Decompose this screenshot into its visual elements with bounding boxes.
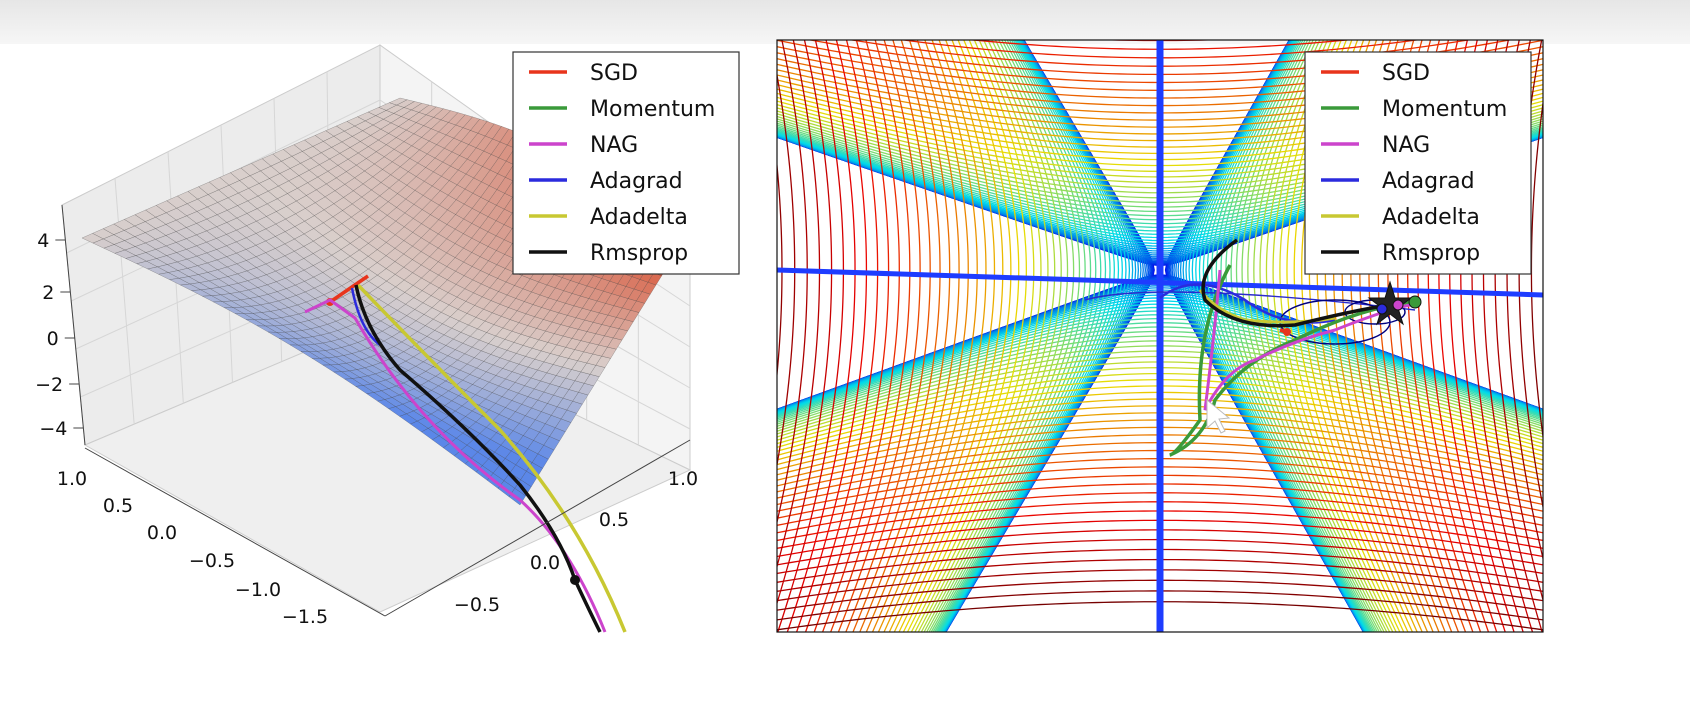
legend: SGD Momentum NAG Adagrad Adadelta Rmsprop [1304, 51, 1532, 275]
z-tick-label: 4 [37, 230, 49, 252]
rmsprop-point [570, 575, 580, 585]
z-axis: 4 2 0 −2 −4 [35, 204, 86, 446]
x-tick-label: 1.0 [57, 468, 87, 490]
y-tick-label: −0.5 [454, 594, 500, 616]
contour-plot: SGD Momentum NAG Adagrad Adadelta Rmsprop [776, 39, 1544, 633]
sgd-point [1283, 328, 1291, 336]
trajectories [1159, 238, 1422, 457]
legend-label-adadelta: Adadelta [590, 205, 688, 230]
nag-endpoint [1392, 299, 1404, 311]
legend-label-rmsprop: Rmsprop [590, 241, 688, 266]
legend-label-nag: NAG [590, 133, 638, 158]
trajectories [304, 274, 627, 633]
y-tick-label: 0.5 [599, 509, 629, 531]
legend-label-adagrad: Adagrad [1382, 169, 1475, 194]
legend-label-momentum: Momentum [1382, 97, 1507, 122]
cursor-icon [1206, 398, 1231, 434]
adagrad-endpoint [1376, 303, 1388, 315]
x-tick-label: −1.0 [235, 579, 281, 601]
nag-path [1203, 269, 1411, 411]
z-tick-label: −2 [35, 374, 63, 396]
z-tick-label: 2 [42, 282, 54, 304]
legend-label-adadelta: Adadelta [1382, 205, 1480, 230]
y-tick-label: 0.0 [530, 552, 560, 574]
adadelta-path [356, 283, 627, 633]
x-tick-label: 0.5 [103, 495, 133, 517]
x-tick-label: −1.5 [282, 606, 328, 628]
rmsprop-path [1201, 238, 1391, 328]
sgd-path [329, 274, 369, 304]
nag-path [304, 298, 607, 633]
minimum-star [1367, 280, 1413, 326]
x-tick-label: −0.5 [189, 550, 235, 572]
momentum-endpoint [1408, 295, 1422, 309]
legend: SGD Momentum NAG Adagrad Adadelta Rmsprop [512, 51, 740, 275]
surface-plot: 420−2−4 1.00.50.0−0.5−1.0−1.5 1.00.50.0−… [35, 44, 740, 633]
momentum-path [1169, 264, 1411, 457]
plot-frame [776, 39, 1544, 633]
x-tick-label: 0.0 [147, 522, 177, 544]
y-tick-label: 1.0 [668, 468, 698, 490]
z-tick-label: −4 [39, 418, 67, 440]
legend-label-momentum: Momentum [590, 97, 715, 122]
legend-label-rmsprop: Rmsprop [1382, 241, 1480, 266]
rmsprop-path [354, 284, 602, 633]
legend-label-sgd: SGD [1382, 61, 1430, 86]
legend-label-adagrad: Adagrad [590, 169, 683, 194]
legend-label-sgd: SGD [590, 61, 638, 86]
z-tick-label: 0 [47, 328, 59, 350]
legend-label-nag: NAG [1382, 133, 1430, 158]
contour-lines [777, 40, 1543, 632]
adagrad-path [350, 287, 381, 346]
x-axis: 1.0 0.5 0.0 −0.5−1.0−1.5 [57, 447, 386, 628]
y-axis: 1.0 0.5 0.0 −0.5 [384, 439, 698, 617]
top-bar [0, 0, 1690, 44]
